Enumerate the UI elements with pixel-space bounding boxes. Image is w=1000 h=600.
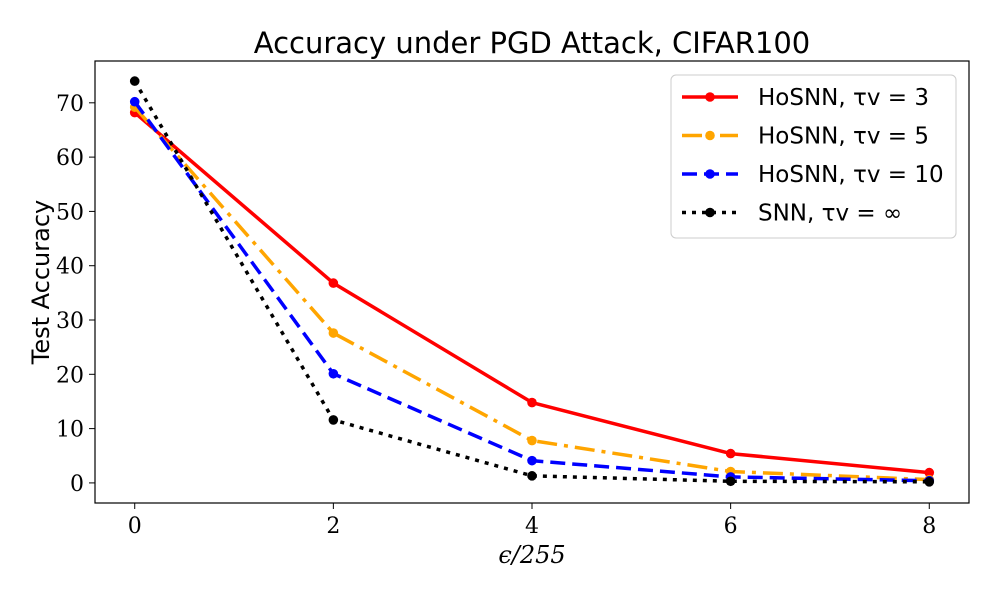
- x-tick-label: 2: [326, 514, 340, 539]
- legend: HoSNN, τv = 3 HoSNN, τv = 5 HoSNN, τv = 10…: [670, 74, 957, 239]
- series-line: [133, 105, 930, 482]
- data-point: [129, 96, 140, 107]
- legend-label: HoSNN, τv = 10: [758, 162, 944, 188]
- data-point: [527, 397, 537, 408]
- y-tick-label: 10: [56, 418, 84, 443]
- legend-marker: [705, 92, 715, 102]
- y-tick-label: 0: [70, 472, 84, 497]
- legend-marker: [705, 207, 715, 218]
- series-layer: [129, 76, 935, 487]
- data-point: [527, 471, 537, 481]
- data-point: [328, 368, 339, 379]
- legend-label: SNN, τv = ∞: [758, 201, 902, 227]
- data-point: [129, 76, 140, 86]
- data-point: [924, 477, 935, 487]
- y-axis-label: Test Accuracy: [27, 200, 55, 365]
- x-tick-label: 6: [724, 514, 738, 539]
- data-point: [527, 455, 537, 466]
- legend-marker: [705, 169, 715, 179]
- x-tick-label: 4: [525, 514, 539, 539]
- series-1: [129, 107, 935, 478]
- legend-label: HoSNN, τv = 5: [758, 124, 929, 150]
- data-point: [527, 435, 537, 446]
- data-point: [328, 328, 339, 338]
- chart-title: Accuracy under PGD Attack, CIFAR100: [254, 26, 810, 60]
- data-point: [924, 467, 935, 478]
- x-axis: 0 2 4 6 8: [128, 503, 936, 539]
- y-tick-label: 60: [56, 146, 84, 171]
- legend-label: HoSNN, τv = 3: [758, 85, 929, 111]
- x-tick-label: 0: [128, 514, 142, 539]
- y-tick-label: 30: [56, 309, 84, 334]
- y-tick-label: 50: [56, 200, 84, 225]
- legend-marker: [705, 130, 715, 141]
- y-tick-label: 70: [56, 92, 84, 117]
- series-line: [133, 80, 930, 484]
- series-4: [129, 76, 935, 487]
- data-point: [725, 476, 736, 487]
- y-tick-label: 20: [56, 363, 84, 388]
- data-point: [328, 415, 339, 425]
- y-axis: 0 10 20 30 40 50 60 70: [56, 92, 95, 497]
- legend-box: [670, 74, 957, 239]
- data-point: [328, 278, 339, 288]
- y-tick-label: 40: [56, 255, 84, 280]
- data-point: [725, 448, 736, 459]
- x-axis-label: ϵ/255: [498, 541, 565, 569]
- x-tick-label: 8: [922, 514, 936, 539]
